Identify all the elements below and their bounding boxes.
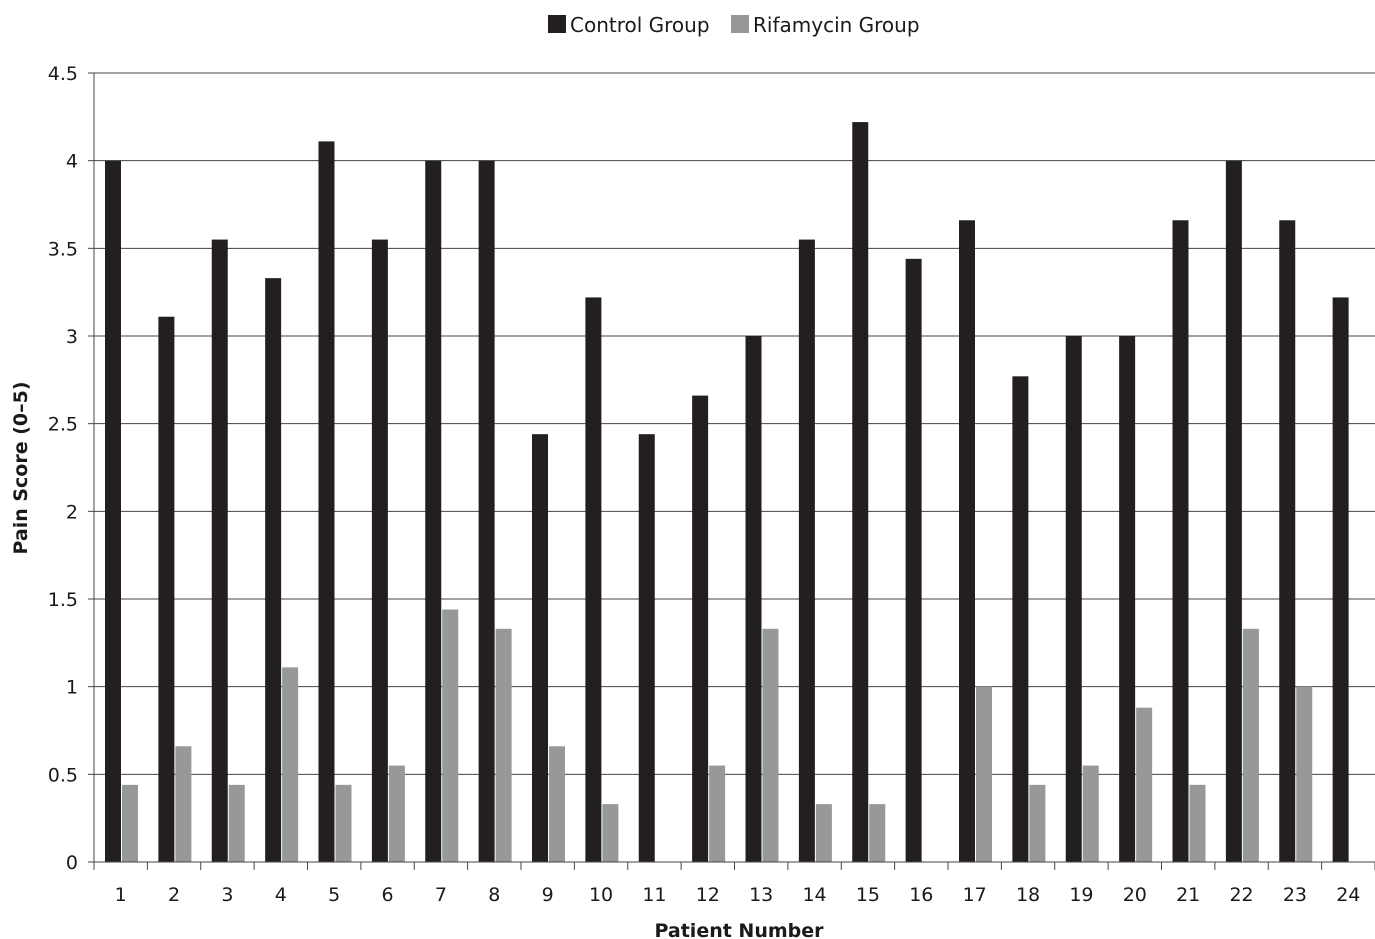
bar-control (1332, 297, 1349, 862)
bar-rifamycin (976, 686, 992, 862)
bar-rifamycin (1029, 784, 1046, 862)
x-tick-label: 4 (275, 884, 287, 906)
bar-control (1172, 220, 1189, 862)
bar-control (905, 258, 922, 863)
axes (93, 73, 1375, 870)
bar-control (265, 278, 282, 862)
bar-control (1012, 376, 1029, 862)
x-tick-label: 13 (749, 884, 773, 906)
legend-swatch (548, 15, 566, 33)
y-tick-label: 2 (66, 501, 78, 523)
y-tick-label: 3.5 (48, 238, 78, 260)
bar-rifamycin (388, 765, 405, 862)
bar-control (532, 434, 548, 862)
x-tick-label: 5 (328, 884, 340, 906)
bar-rifamycin (495, 628, 512, 862)
legend-label: Rifamycin Group (753, 13, 920, 37)
bar-rifamycin (869, 804, 886, 862)
bar-control (692, 395, 709, 862)
x-tick-label: 18 (1016, 884, 1040, 906)
legend-label: Control Group (570, 13, 710, 37)
x-tick-label: 19 (1069, 884, 1093, 906)
x-tick-label: 1 (115, 884, 127, 906)
bar-control (1119, 336, 1136, 862)
y-tick-label: 0 (66, 852, 78, 874)
x-tick-label: 14 (802, 884, 826, 906)
y-tick-label: 4.5 (48, 63, 78, 85)
x-tick-label: 7 (435, 884, 447, 906)
y-tick-label: 0.5 (48, 764, 78, 786)
bars (105, 122, 1349, 863)
bar-rifamycin (815, 804, 832, 862)
bar-rifamycin (1242, 628, 1259, 862)
legend: Control Group Rifamycin Group (548, 13, 920, 37)
bar-control (1279, 220, 1296, 862)
bar-rifamycin (122, 784, 138, 862)
bar-control (798, 239, 815, 862)
x-tick-label: 20 (1123, 884, 1147, 906)
y-tick-label: 1 (66, 677, 78, 699)
x-tick-label: 22 (1229, 884, 1253, 906)
x-tick-label: 21 (1176, 884, 1200, 906)
bar-rifamycin (1082, 765, 1099, 862)
bar-control (211, 239, 228, 862)
x-tick-label: 24 (1336, 884, 1360, 906)
bar-control (158, 316, 175, 863)
x-axis-title: Patient Number (654, 920, 824, 939)
y-tick-label: 3 (66, 326, 78, 348)
x-tick-label: 17 (963, 884, 987, 906)
x-tick-label: 9 (542, 884, 554, 906)
bar-control (425, 160, 442, 863)
bar-rifamycin (1136, 707, 1153, 862)
x-tick-label: 6 (382, 884, 394, 906)
bar-rifamycin (602, 804, 619, 862)
legend-swatch (731, 15, 749, 33)
x-tick-label: 16 (909, 884, 933, 906)
bar-control (105, 160, 121, 863)
x-tick-label: 2 (168, 884, 180, 906)
y-tick-label: 2.5 (48, 414, 78, 436)
bar-rifamycin (549, 746, 565, 862)
bar-control (959, 220, 975, 862)
y-tick-label: 1.5 (48, 589, 78, 611)
bar-control (745, 336, 762, 862)
bar-control (478, 160, 495, 863)
bar-rifamycin (442, 609, 459, 862)
bar-rifamycin (762, 628, 779, 862)
bar-rifamycin (709, 765, 726, 862)
x-tick-label: 3 (221, 884, 233, 906)
bar-rifamycin (175, 746, 192, 862)
x-tick-label: 12 (696, 884, 720, 906)
x-tick-label: 23 (1283, 884, 1307, 906)
gridlines (88, 72, 1375, 863)
bar-control (1065, 336, 1082, 862)
x-tick-label: 15 (856, 884, 880, 906)
x-tick-labels: 1 2 3 4 5 6 7 8 9 10 11 12 13 14 15 16 17 18 19 20 21 22 23 24 (115, 884, 1361, 906)
bar-control (1225, 160, 1242, 863)
y-tick-label: 4 (66, 151, 78, 173)
bar-control (585, 297, 602, 862)
x-tick-label: 8 (488, 884, 500, 906)
bar-control (638, 434, 655, 862)
bar-rifamycin (282, 667, 299, 862)
bar-rifamycin (1189, 784, 1206, 862)
bar-rifamycin (228, 784, 245, 862)
y-axis-title: Pain Score (0–5) (10, 381, 32, 554)
bar-rifamycin (1296, 686, 1313, 862)
x-tick-label: 10 (589, 884, 613, 906)
x-tick-label: 11 (642, 884, 666, 906)
y-tick-labels: 0 0.5 1 1.5 2 2.5 3 3.5 4 4.5 (48, 63, 78, 874)
bar-control (318, 141, 335, 862)
bar-control (852, 122, 869, 863)
bar-control (371, 239, 388, 862)
bar-rifamycin (335, 784, 352, 862)
